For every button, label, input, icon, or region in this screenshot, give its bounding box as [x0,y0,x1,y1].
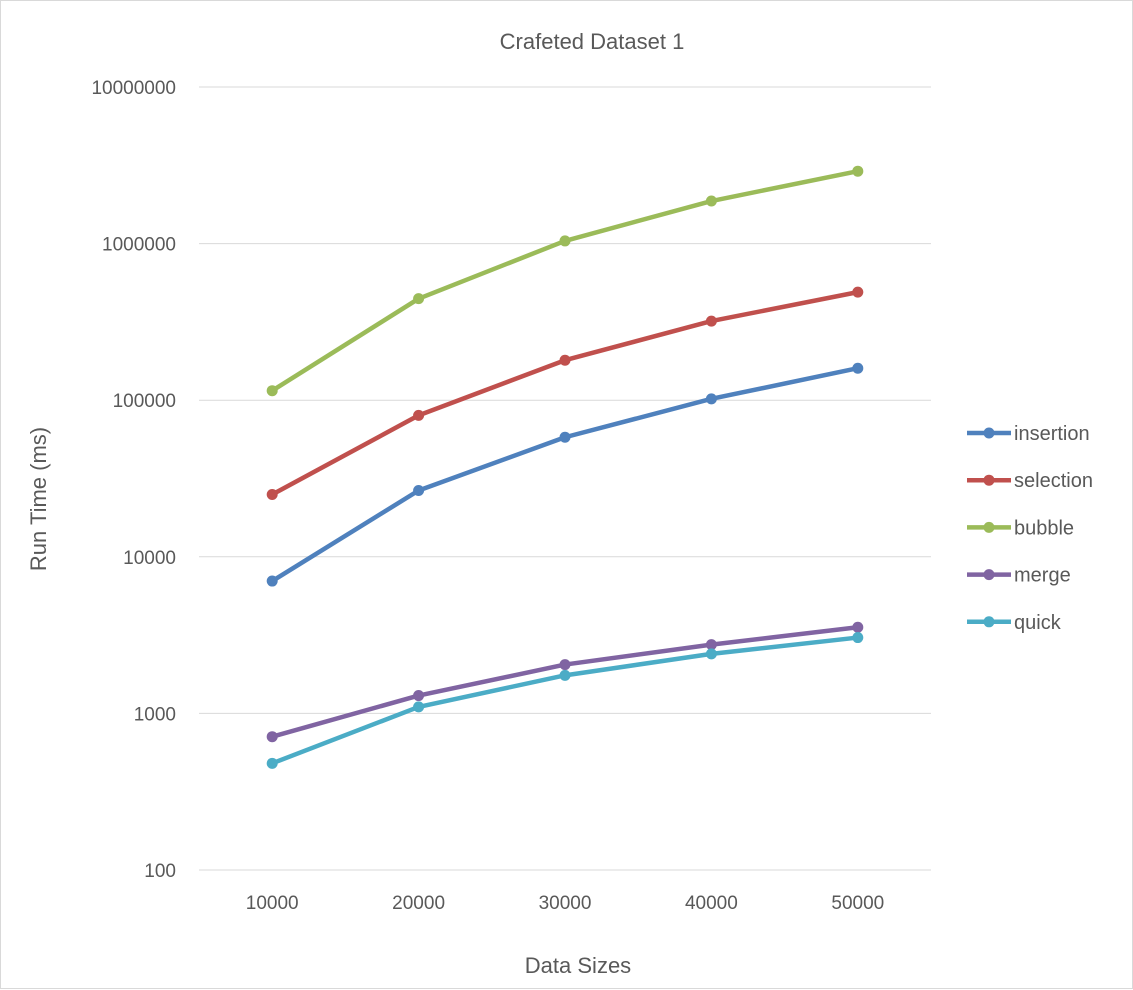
data-point-merge [705,639,717,651]
x-axis-tick-labels: 10000 20000 30000 40000 50000 [246,893,884,914]
data-point-insertion [705,393,717,405]
legend-marker-insertion [983,427,995,439]
data-point-insertion [266,575,278,587]
x-tick-label: 50000 [831,893,884,914]
legend-item-merge: merge [967,565,1071,587]
data-point-merge [559,659,571,671]
data-point-selection [413,409,425,421]
y-tick-label: 100 [144,861,176,882]
series-lines [266,165,864,769]
data-point-quick [559,669,571,681]
legend-marker-quick [983,616,995,628]
legend-item-insertion: insertion [967,423,1090,445]
series-quick [266,632,864,769]
legend-label-selection: selection [1014,470,1093,492]
x-tick-label: 40000 [685,893,738,914]
x-tick-label: 20000 [392,893,445,914]
data-point-selection [705,315,717,327]
data-point-merge [413,690,425,702]
series-selection [266,286,864,500]
legend-label-bubble: bubble [1014,517,1074,539]
data-point-merge [266,731,278,743]
legend-label-quick: quick [1014,612,1062,634]
data-point-merge [852,621,864,633]
legend-item-selection: selection [967,470,1093,492]
y-axis-title: Run Time (ms) [26,427,51,571]
data-point-bubble [559,235,571,247]
legend-marker-bubble [983,521,995,533]
data-point-bubble [852,165,864,177]
data-point-insertion [413,485,425,497]
series-merge [266,621,864,743]
data-point-insertion [852,362,864,374]
data-point-selection [559,354,571,366]
series-line-selection [269,289,861,497]
data-point-quick [852,632,864,644]
legend-marker-selection [983,474,995,486]
legend-item-quick: quick [967,612,1062,634]
legend-marker-merge [983,569,995,581]
data-point-insertion [559,431,571,443]
y-tick-label: 10000 [123,548,176,569]
data-point-quick [266,757,278,769]
legend-label-merge: merge [1014,565,1071,587]
y-tick-label: 10000000 [91,78,176,99]
x-tick-label: 30000 [539,893,592,914]
data-point-selection [852,286,864,298]
series-line-quick [269,635,861,766]
data-point-quick [705,648,717,660]
y-tick-label: 1000000 [102,235,176,256]
data-point-bubble [705,195,717,207]
legend: insertion selection bubble merge quick [967,423,1093,634]
data-point-quick [413,701,425,713]
y-axis-tick-labels: 100 1000 10000 100000 1000000 10000000 [91,78,176,882]
legend-label-insertion: insertion [1014,423,1090,445]
legend-item-bubble: bubble [967,517,1074,539]
series-line-merge [269,624,861,739]
chart-title: Crafeted Dataset 1 [500,29,685,54]
series-insertion [266,362,864,587]
data-point-selection [266,488,278,500]
x-axis-title: Data Sizes [525,953,631,978]
y-tick-label: 1000 [134,704,176,725]
series-bubble [266,165,864,397]
gridlines [199,86,931,871]
y-tick-label: 100000 [113,391,176,412]
data-point-bubble [413,293,425,305]
data-point-bubble [266,385,278,397]
x-tick-label: 10000 [246,893,299,914]
